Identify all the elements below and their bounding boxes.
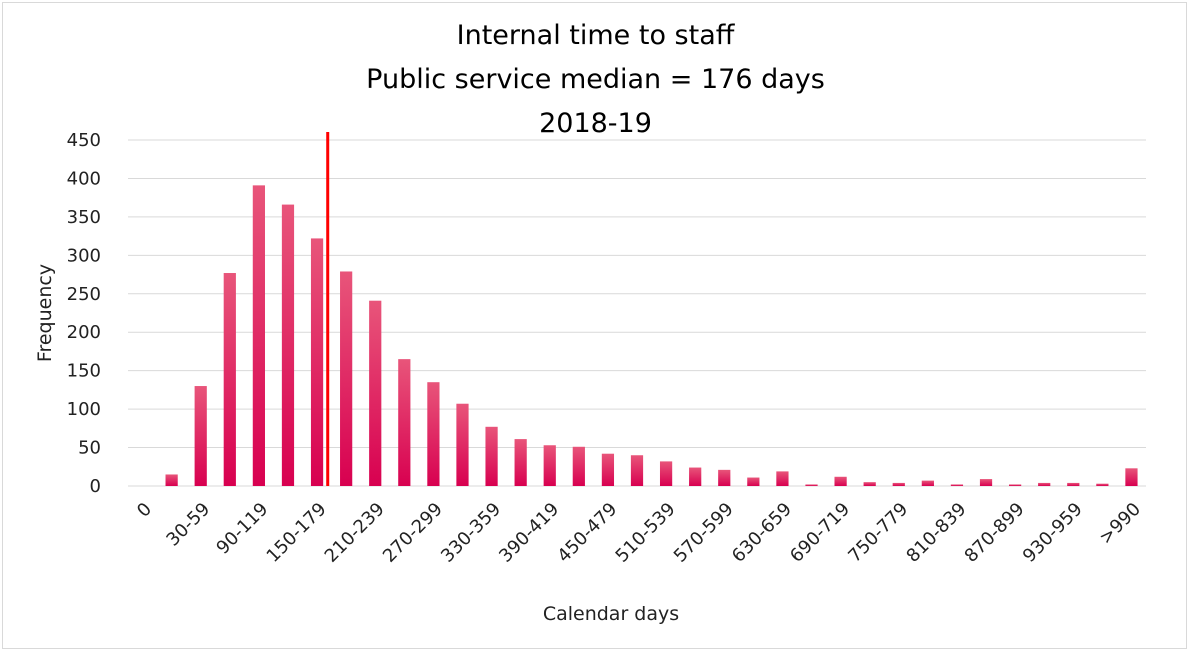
x-tick-label: 930-959 [1019, 499, 1087, 567]
y-tick-label: 250 [67, 284, 101, 305]
bar-240-269 [398, 359, 411, 486]
bar-30-59 [194, 386, 207, 486]
x-tick-label: 570-599 [670, 499, 738, 567]
bar-630-659 [776, 471, 789, 486]
x-tick-label: 0 [133, 499, 156, 522]
y-axis-ticks: 0 50 100 150 200 250 300 350 400 450 [67, 130, 101, 497]
x-tick-label: 150-179 [263, 499, 331, 567]
bar-420-449 [572, 446, 585, 486]
bar-750-779 [892, 482, 905, 486]
bar-330-359 [485, 426, 498, 486]
bar-0-29 [165, 474, 178, 486]
bar-480-509 [630, 455, 644, 486]
bar-540-569 [689, 467, 702, 486]
bar-360-389 [514, 439, 527, 486]
gridlines [128, 139, 1146, 487]
bar-930-959 [1067, 482, 1080, 486]
bar-690-719 [834, 476, 847, 486]
y-tick-label: 200 [67, 322, 101, 343]
bar-900-929 [1038, 482, 1051, 486]
bar-270-299 [427, 382, 440, 486]
x-tick-label: 690-719 [786, 499, 854, 567]
chart-title-line-3: 2018-19 [539, 108, 652, 139]
y-tick-label: 100 [67, 399, 101, 420]
y-tick-label: 50 [78, 438, 101, 459]
bar-600-629 [747, 477, 760, 486]
bar-720-749 [863, 482, 876, 486]
bar-810-839 [950, 484, 964, 486]
bar-570-599 [718, 469, 731, 486]
chart-title-line-1: Internal time to staff [456, 20, 735, 51]
bar-840-869 [979, 479, 993, 486]
chart-title: Internal time to staff Public service me… [0, 14, 1191, 146]
chart-title-line-2: Public service median = 176 days [366, 64, 825, 95]
bar-210-239 [369, 300, 382, 486]
bar-960-989 [1096, 483, 1109, 486]
y-axis-title: Frequency [34, 264, 56, 362]
bar-870-899 [1009, 484, 1022, 486]
bar-390-419 [543, 445, 556, 486]
x-tick-label: 810-839 [902, 499, 970, 567]
y-tick-label: 350 [67, 207, 101, 228]
x-tick-label: 270-299 [379, 499, 447, 567]
x-tick-label: 510-539 [612, 499, 680, 567]
bar-780-809 [921, 480, 934, 486]
x-tick-label: 630-659 [728, 499, 796, 567]
y-tick-label: 300 [67, 245, 101, 266]
bar-150-179 [310, 238, 324, 486]
y-tick-label: 400 [67, 168, 101, 189]
bars [165, 185, 1138, 486]
y-tick-label: 450 [67, 130, 101, 151]
x-tick-label: 330-359 [437, 499, 505, 567]
y-tick-label: 150 [67, 361, 101, 382]
x-tick-label: 450-479 [553, 499, 621, 567]
bar-450-479 [601, 453, 615, 486]
bar-510-539 [659, 461, 673, 486]
x-tick-label: 870-899 [961, 499, 1029, 567]
y-tick-label: 0 [90, 476, 101, 497]
bar-90-119 [252, 185, 265, 486]
x-tick-label: 210-239 [321, 499, 389, 567]
x-axis-ticks: 0 30-5990-119150-179210-239270-299330-359… [133, 499, 1145, 567]
x-tick-label: 750-779 [844, 499, 912, 567]
bar-660-689 [805, 484, 818, 486]
x-tick-label: 390-419 [495, 499, 563, 567]
bar-120-149 [281, 204, 295, 486]
bar-60-89 [223, 273, 236, 486]
x-tick-label: 30-59 [162, 499, 214, 551]
x-tick-label: >990 [1095, 499, 1145, 549]
bar-180-209 [340, 271, 353, 486]
bar-300-329 [456, 403, 469, 486]
x-axis-title: Calendar days [543, 603, 679, 625]
bar->990 [1125, 468, 1138, 486]
